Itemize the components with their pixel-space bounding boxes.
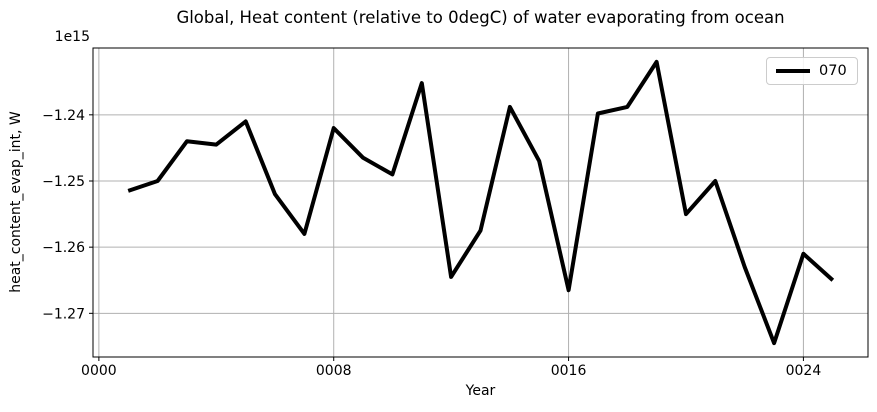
chart-title: Global, Heat content (relative to 0degC)…: [176, 8, 785, 27]
x-tick-label: 0016: [551, 363, 587, 379]
x-tick-label: 0000: [81, 363, 117, 379]
x-tick-label: 0024: [786, 363, 822, 379]
y-tick-label: −1.24: [42, 108, 85, 124]
x-tick-label: 0008: [316, 363, 352, 379]
legend: 070: [766, 57, 858, 85]
legend-label: 070: [819, 62, 847, 79]
y-tick-label: −1.27: [42, 306, 85, 322]
y-tick-label: −1.26: [42, 240, 85, 256]
x-axis-label: Year: [465, 383, 496, 399]
y-tick-label: −1.25: [42, 174, 85, 190]
axes-frame: [92, 47, 869, 358]
y-axis-offset-label: 1e15: [54, 29, 90, 45]
data-line-070: [127, 59, 835, 346]
legend-line-swatch: [776, 69, 810, 73]
